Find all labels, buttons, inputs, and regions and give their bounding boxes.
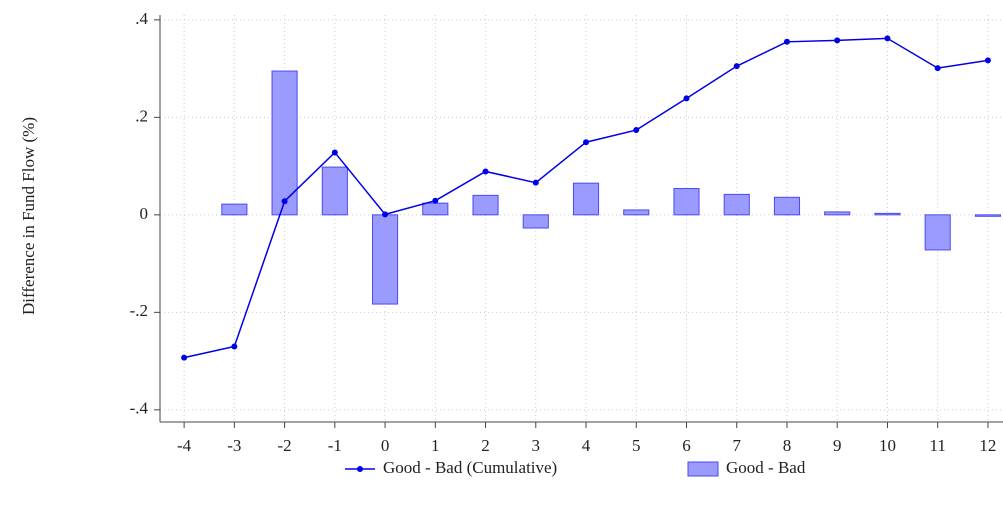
point [281, 198, 288, 205]
x-tick-label: 10 [879, 436, 896, 455]
x-tick-label: 1 [431, 436, 440, 455]
x-tick-label: 3 [532, 436, 541, 455]
bar [271, 70, 298, 216]
bar [824, 211, 851, 216]
bar [773, 196, 801, 216]
bar [974, 214, 1001, 217]
bar [723, 193, 750, 216]
bar [422, 202, 449, 216]
bar [623, 209, 650, 216]
x-tick-label: 2 [481, 436, 490, 455]
point [733, 63, 740, 70]
x-tick-label: 8 [783, 436, 792, 455]
y-tick-label: -.2 [130, 301, 148, 320]
x-tick-label: 11 [930, 436, 946, 455]
point [834, 37, 841, 44]
x-tick-label: 4 [582, 436, 591, 455]
x-tick-label: -2 [278, 436, 292, 455]
point [231, 343, 238, 350]
x-tick-label: 0 [381, 436, 390, 455]
point [482, 168, 489, 175]
point [532, 179, 539, 186]
y-axis-title: Difference in Fund Flow (%) [19, 117, 38, 315]
point [181, 354, 188, 361]
bar [321, 166, 348, 216]
y-tick-label: -.4 [130, 399, 149, 418]
point [382, 211, 389, 218]
x-tick-label: -3 [227, 436, 241, 455]
bar [472, 194, 499, 216]
point [934, 65, 941, 72]
point [331, 149, 338, 156]
point [884, 35, 891, 42]
legend-label: Good - Bad [726, 458, 806, 477]
bar [522, 214, 549, 229]
bar [372, 214, 399, 305]
legend-swatch [357, 466, 363, 472]
point [432, 197, 439, 204]
bar [874, 212, 901, 216]
point [583, 139, 590, 146]
x-tick-label: -4 [177, 436, 192, 455]
x-tick-label: 6 [682, 436, 691, 455]
x-tick-label: 9 [833, 436, 842, 455]
y-tick-label: 0 [140, 204, 149, 223]
bar [572, 182, 600, 216]
point [633, 127, 640, 134]
legend-swatch [687, 461, 719, 477]
bar [221, 203, 248, 216]
point [984, 57, 991, 64]
x-tick-label: 5 [632, 436, 641, 455]
y-tick-label: .4 [135, 9, 148, 28]
point [683, 95, 690, 102]
point [783, 38, 790, 45]
x-tick-label: 12 [979, 436, 996, 455]
bar [924, 214, 951, 251]
legend-label: Good - Bad (Cumulative) [383, 458, 557, 477]
bar [673, 188, 700, 216]
x-tick-label: -1 [328, 436, 342, 455]
x-tick-label: 7 [732, 436, 741, 455]
y-tick-label: .2 [135, 106, 148, 125]
